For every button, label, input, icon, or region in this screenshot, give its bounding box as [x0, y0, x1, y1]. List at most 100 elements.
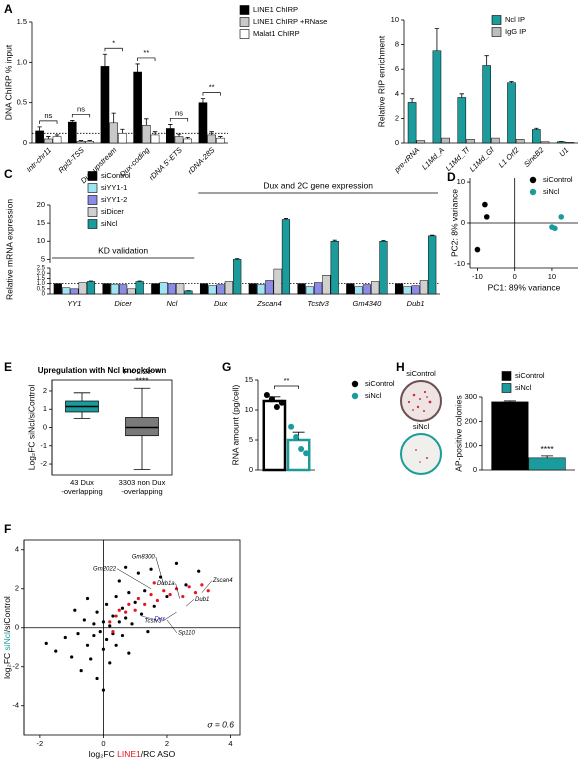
bar	[102, 283, 111, 295]
data-point	[63, 635, 67, 640]
bar	[273, 268, 282, 295]
error-bar	[459, 93, 464, 98]
bar	[314, 282, 323, 295]
x-axis-label-part: /RC ASO	[141, 749, 176, 759]
bar	[416, 140, 426, 144]
bar	[540, 141, 550, 144]
error-bar	[137, 280, 142, 282]
x-tick-label: Dux	[214, 299, 228, 308]
significance-bracket	[39, 120, 58, 124]
error-bar	[509, 81, 514, 83]
dish-colonies	[415, 449, 428, 463]
y-tick-label: 8	[395, 40, 399, 49]
data-point	[117, 620, 121, 624]
gene-label: Dux	[155, 617, 167, 623]
bar	[330, 241, 339, 295]
legend-swatch	[491, 27, 502, 37]
bar	[305, 286, 314, 295]
data-point	[168, 593, 172, 597]
data-point	[92, 622, 96, 626]
x-tick-label: -overlapping	[121, 487, 162, 496]
x-tick-label: Intr-chr11	[25, 145, 54, 174]
panel-letter: D	[447, 170, 456, 184]
error-bar	[78, 140, 84, 142]
leader-line	[141, 615, 154, 620]
x-axis-label: log₂FC LINE1/RC ASO	[89, 749, 176, 759]
annotation: σ = 0.6	[207, 719, 234, 729]
data-point	[273, 404, 280, 410]
legend-label: siNcl	[101, 219, 118, 228]
bar	[198, 102, 208, 144]
bar	[174, 136, 184, 144]
data-point	[482, 201, 488, 208]
x-axis-label-part: log₂FC	[89, 749, 117, 759]
data-point	[98, 630, 102, 634]
y-tick-label: 1.0	[37, 281, 46, 287]
bar	[411, 285, 420, 295]
data-point	[474, 246, 481, 253]
data-point	[146, 630, 150, 634]
data-point	[263, 392, 270, 398]
bar	[127, 288, 136, 295]
data-point	[197, 569, 201, 573]
data-point	[124, 610, 128, 614]
dish-label: siControl	[406, 369, 436, 378]
bar	[184, 290, 193, 295]
y-tick-label: 10	[37, 236, 45, 245]
annotation: P < 2.2e⁻¹⁶	[123, 367, 161, 376]
data-point	[552, 225, 558, 232]
bar	[491, 137, 500, 144]
x-tick-label: pre-rRNA	[392, 145, 421, 174]
significance-bracket	[104, 47, 123, 52]
panel-letter: F	[4, 522, 11, 536]
bar	[262, 399, 287, 472]
data-point	[152, 604, 156, 608]
y-tick-label: 0	[43, 422, 47, 431]
data-point	[124, 616, 128, 620]
error-bar	[430, 234, 435, 236]
data-point	[111, 614, 115, 618]
significance-label: ****	[540, 444, 554, 454]
data-point	[162, 589, 166, 593]
bar	[135, 281, 144, 295]
error-bar	[235, 258, 240, 260]
error-bar	[152, 131, 158, 135]
data-point	[127, 651, 131, 655]
y-tick-label: 0	[23, 138, 27, 147]
error-bar	[332, 239, 337, 242]
y-tick-label: 300	[464, 392, 477, 401]
data-point	[136, 571, 140, 575]
bar	[109, 122, 118, 144]
data-point	[117, 608, 121, 612]
x-tick-label: 3303 non Dux	[119, 478, 166, 487]
y-tick-label: -2	[12, 662, 19, 671]
data-point	[143, 589, 147, 593]
panel-letter: E	[4, 360, 12, 374]
error-bar	[409, 98, 415, 103]
bar	[207, 134, 216, 144]
y-tick-label: 15	[37, 218, 45, 227]
data-point	[101, 647, 106, 651]
bar	[394, 283, 404, 295]
bar	[482, 65, 491, 144]
y-tick-label: 20	[37, 200, 45, 209]
y-tick-label: 2.0	[37, 271, 46, 277]
y-axis-label: PC2: 8% variance	[449, 189, 459, 257]
data-point	[85, 596, 90, 601]
leader-line	[201, 580, 213, 593]
significance-label: **	[284, 376, 290, 385]
y-tick-label: 2	[15, 584, 19, 593]
legend-label: siNcl	[365, 391, 382, 400]
data-point	[82, 618, 86, 622]
bar	[159, 282, 168, 295]
leader-line	[155, 556, 165, 585]
y-tick-label: 10	[391, 15, 399, 24]
plot-frame	[23, 539, 241, 736]
y-tick-label: 10	[245, 405, 253, 414]
error-bar	[209, 131, 214, 135]
x-tick-label: rDNA-28S	[186, 145, 217, 176]
bar	[371, 281, 380, 295]
bar	[515, 139, 525, 144]
